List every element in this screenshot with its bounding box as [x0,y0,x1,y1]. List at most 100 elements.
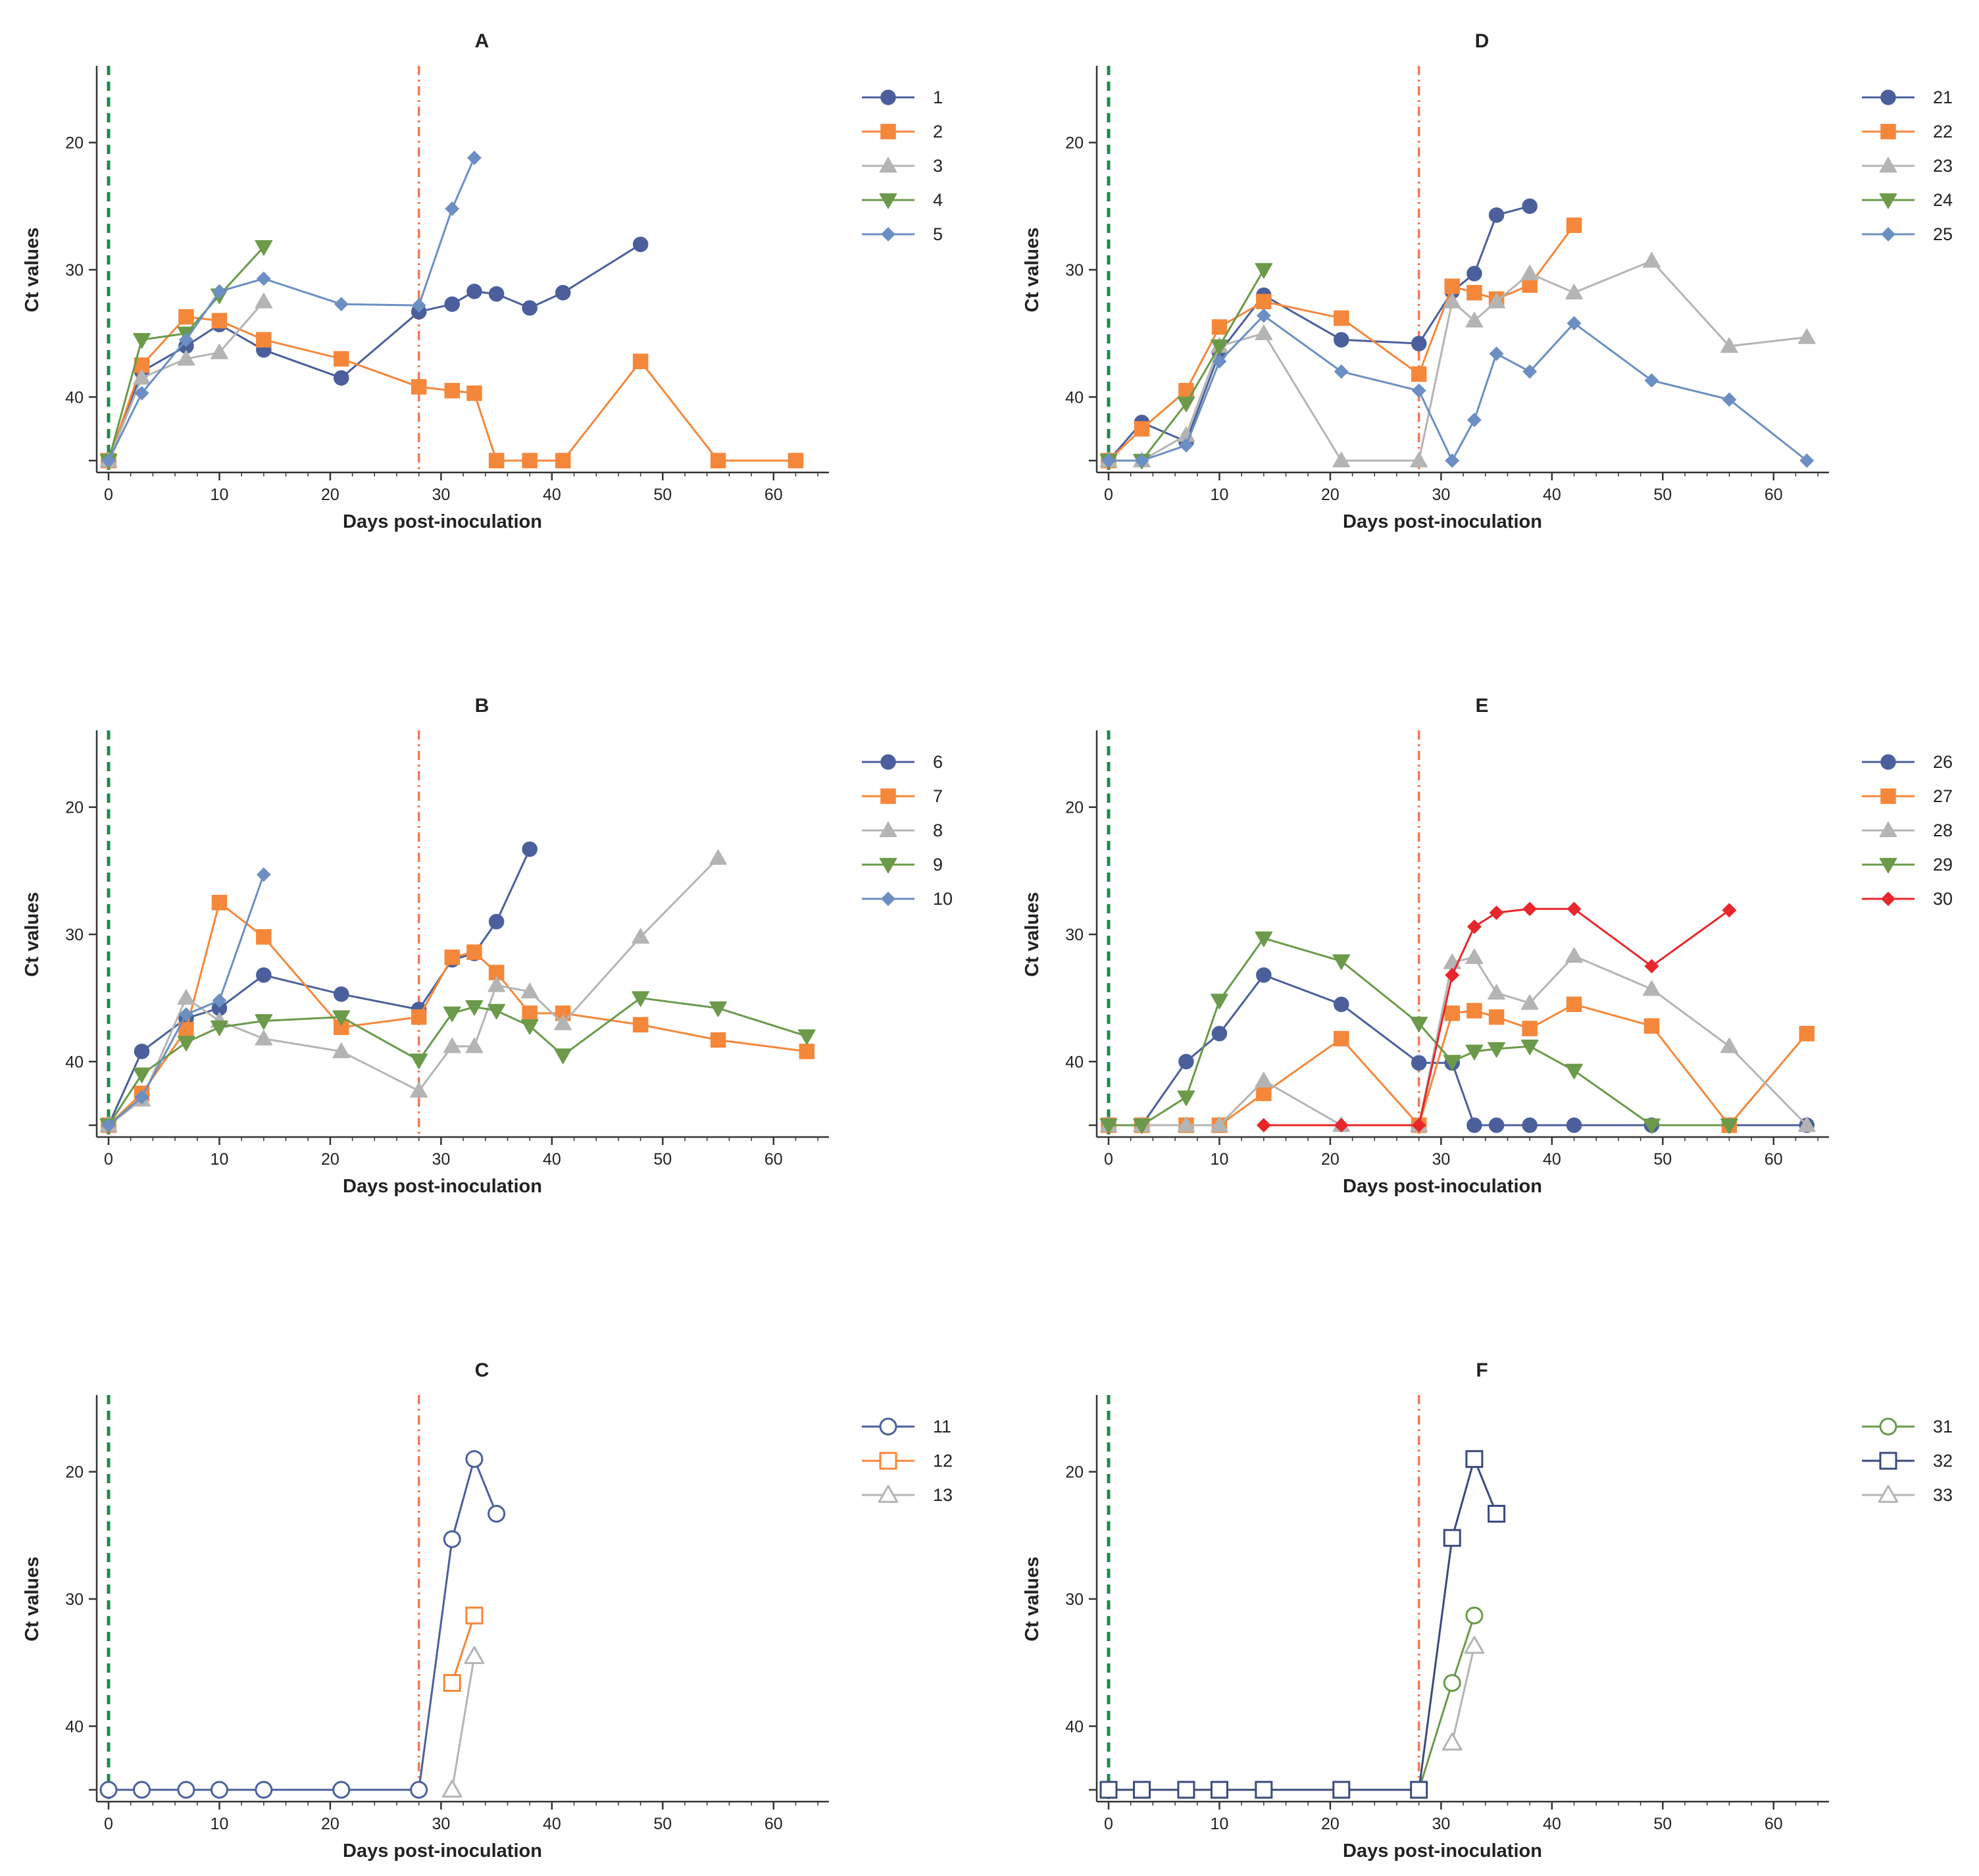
legend-marker [1880,788,1896,804]
data-point [255,292,273,309]
data-point [1134,453,1149,468]
legend-label: 2 [933,122,943,141]
data-point [1334,310,1349,326]
data-point [1520,994,1539,1010]
series-6 [101,841,538,1133]
data-point [522,1005,538,1021]
x-tick-label: 50 [1653,1815,1672,1833]
data-point [710,453,726,469]
data-point [1466,266,1482,282]
data-point [133,368,151,385]
data-point [1488,1042,1506,1058]
x-tick-label: 0 [104,1815,113,1833]
x-tick-label: 50 [1653,1150,1672,1169]
legend-item: 2 [862,122,943,141]
data-point [177,1781,195,1799]
panel-f: F 0 10 20 30 40 50 60 20 30 40 Days post-inoculatio… [1000,1342,1953,1869]
legend-item: 29 [1862,855,1953,875]
y-tick-label: 20 [1065,1463,1084,1482]
legend-item: 30 [1862,889,1953,909]
legend-marker [881,892,895,906]
x-axis-label: Days post-inoculation [343,1176,542,1197]
data-point [334,351,349,367]
panel-title: C [475,1359,489,1381]
x-tick-label: 40 [543,486,561,504]
data-point [1177,396,1195,413]
data-point [177,1036,195,1052]
y-tick-label: 30 [65,1590,84,1609]
series-30 [1256,901,1737,1132]
data-point [332,1781,351,1799]
data-point [411,1009,427,1025]
x-tick-label: 10 [1211,1815,1229,1833]
legend-marker [880,89,896,105]
y-tick-label: 40 [1065,1717,1084,1736]
data-point [1522,198,1538,215]
legend-marker [879,1417,897,1436]
data-point [710,1032,726,1048]
legend-marker [879,1452,897,1470]
legend-marker [879,821,897,838]
y-axis-label: Ct values [1022,228,1043,313]
x-tick-label: 30 [432,1815,450,1833]
data-point [1464,1636,1485,1654]
series-13 [441,1646,485,1798]
data-point [444,382,460,399]
series-12 [443,1606,484,1692]
series-line [107,848,531,1126]
x-tick-label: 20 [1321,1815,1340,1833]
x-tick-label: 40 [1543,1150,1561,1169]
data-point [1488,1504,1506,1523]
data-point [1334,1030,1349,1047]
y-tick-label: 20 [65,1463,84,1482]
data-point [1643,1018,1660,1034]
legend-item: 26 [1862,752,1953,772]
legend-label: 23 [1933,156,1953,176]
data-point [1488,1117,1505,1133]
data-point [1410,1017,1428,1032]
x-tick-label: 40 [1543,1815,1561,1833]
data-point [465,1000,484,1016]
legend-marker [879,157,897,173]
legend-marker [1879,1452,1897,1470]
panel-title: D [1475,30,1490,52]
data-point [101,1118,116,1132]
x-axis-label: Days post-inoculation [343,1840,542,1862]
series-1 [101,236,649,469]
x-tick-label: 20 [1321,1150,1340,1169]
legend-marker [1878,1484,1899,1503]
y-tick-label: 40 [65,388,84,407]
data-point [211,894,228,911]
y-tick-label: 20 [1065,134,1084,153]
data-point [1643,980,1661,996]
data-point [1334,332,1349,348]
panel-c: C 0 10 20 30 40 50 60 20 30 40 Days post-inoculatio… [0,1342,953,1869]
data-point [445,201,460,216]
legend-item: 9 [862,855,943,875]
data-point [1722,903,1737,918]
data-point [256,967,272,983]
data-point [1797,1116,1816,1132]
data-point [1465,311,1484,328]
data-point [410,1781,428,1799]
y-tick-label: 40 [1065,1053,1084,1071]
legend-label: 12 [933,1451,953,1471]
legend-label: 28 [1933,821,1953,840]
legend-item: 28 [1862,821,1953,840]
x-tick-label: 50 [653,1815,672,1833]
data-point [1256,308,1271,323]
data-point [1255,324,1273,340]
data-point [1465,1044,1484,1061]
data-point [632,1017,649,1033]
series-line [109,1458,497,1791]
x-tick-label: 60 [764,1150,783,1169]
data-point [212,993,227,1008]
data-point [1466,1003,1482,1019]
data-point [1256,293,1272,310]
data-point [255,1781,273,1799]
legend-item: 3 [862,156,943,176]
legend-item: 7 [862,786,943,806]
legend-label: 24 [1933,190,1953,210]
